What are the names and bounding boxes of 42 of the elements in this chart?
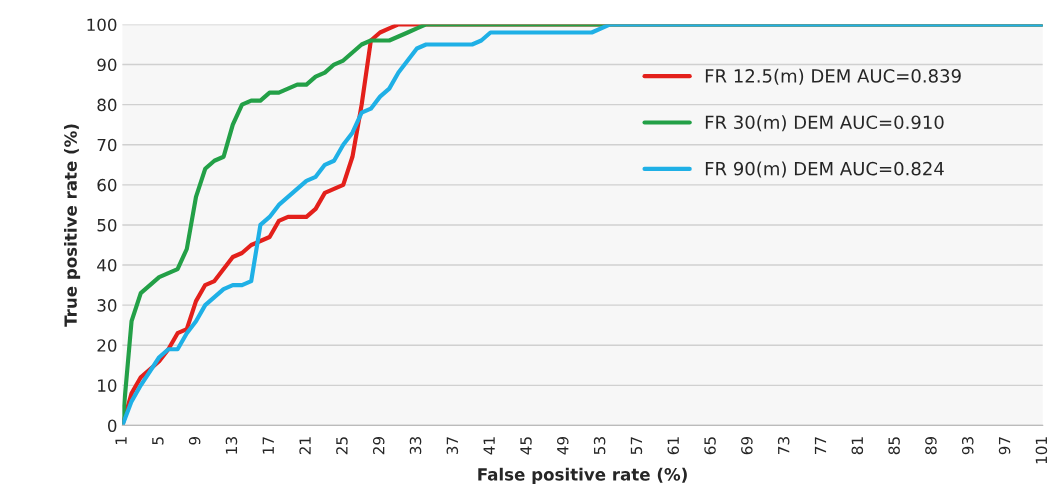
x-tick-label: 85 — [888, 437, 900, 455]
y-tick-label: 50 — [97, 218, 117, 232]
x-tick-label: 73 — [777, 437, 790, 455]
x-tick-label: 25 — [336, 437, 348, 455]
x-tick-label: 9 — [188, 436, 201, 445]
y-tick-label: 0 — [107, 419, 117, 432]
x-tick-label: 97 — [998, 437, 1011, 455]
x-tick-label: 65 — [704, 437, 716, 455]
y-tick-label: 40 — [97, 259, 117, 272]
x-tick-label: 101 — [1035, 437, 1048, 464]
x-tick-label: 41 — [483, 437, 495, 455]
x-tick-label: 69 — [741, 436, 753, 455]
x-tick-label: 17 — [262, 437, 274, 454]
y-tick-label: 20 — [97, 339, 117, 352]
x-tick-label: 81 — [851, 437, 864, 455]
x-tick-label: 37 — [446, 437, 459, 455]
x-tick-label: 53 — [593, 437, 606, 455]
x-axis-title: False positive rate (%) — [478, 467, 687, 484]
x-tick-label: 33 — [409, 437, 422, 455]
x-tick-label: 5 — [152, 437, 164, 445]
x-tick-label: 45 — [520, 437, 532, 455]
y-tick-label: 60 — [97, 178, 117, 192]
y-axis-title: True positive rate (%) — [64, 124, 81, 327]
y-tick-label: 30 — [97, 299, 117, 312]
x-tick-label: 13 — [225, 437, 238, 454]
legend-label: FR 12.5(m) DEM AUC=0.839 — [705, 68, 961, 85]
legend-label: FR 90(m) DEM AUC=0.824 — [705, 161, 944, 178]
x-tick-label: 61 — [667, 437, 680, 455]
x-tick-label: 93 — [961, 437, 974, 455]
y-tick-label: 80 — [97, 98, 117, 112]
x-tick-label: 57 — [630, 437, 643, 455]
y-tick-label: 100 — [87, 18, 117, 32]
x-tick-label: 21 — [299, 437, 311, 455]
legend-label: FR 30(m) DEM AUC=0.910 — [705, 115, 944, 132]
x-tick-label: 1 — [115, 437, 127, 444]
x-tick-label: 89 — [925, 436, 937, 455]
x-tick-label: 77 — [814, 437, 827, 455]
x-tick-label: 49 — [557, 436, 569, 455]
y-tick-label: 70 — [97, 138, 117, 152]
y-tick-label: 90 — [97, 58, 117, 72]
y-tick-label: 10 — [98, 379, 117, 392]
x-tick-label: 29 — [372, 436, 385, 455]
